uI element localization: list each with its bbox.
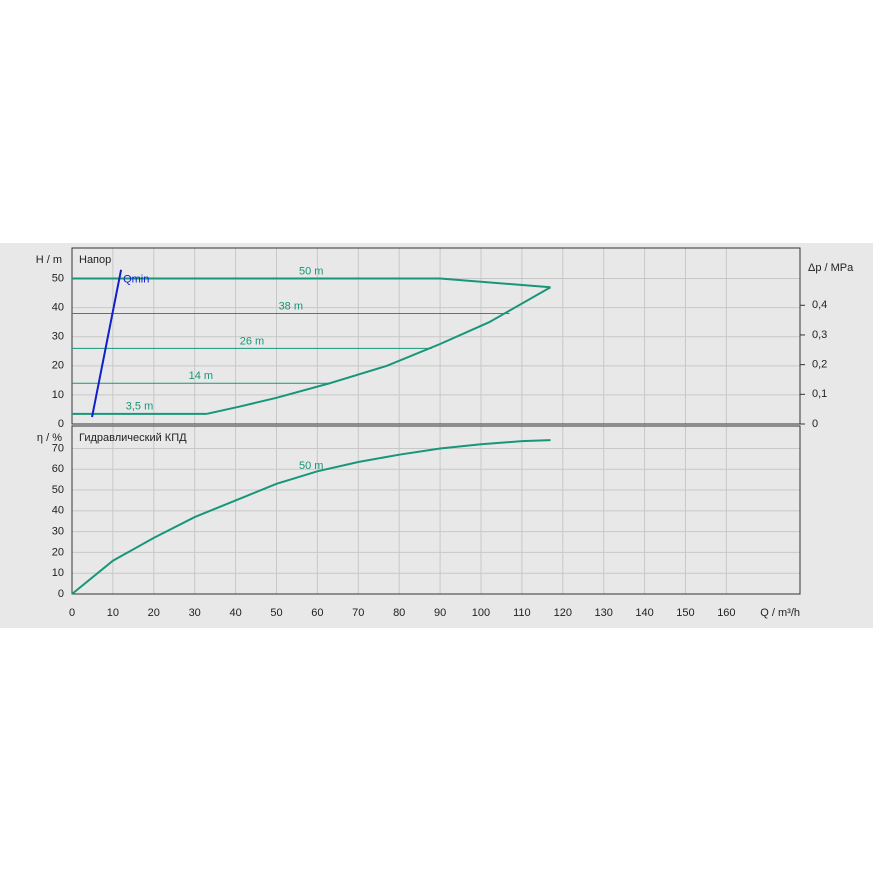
plot-area	[72, 426, 800, 594]
y-tick-label: 40	[52, 302, 64, 314]
y2-tick-label: 0,4	[812, 299, 827, 311]
chart-title: Напор	[79, 254, 111, 266]
curve-label: 38 m	[279, 300, 303, 312]
curve-label: 3,5 m	[126, 401, 154, 413]
x-axis-label: Q / m³/h	[760, 607, 800, 619]
x-tick-label: 20	[148, 607, 160, 619]
curve	[71, 439, 551, 595]
x-tick-label: 10	[107, 607, 119, 619]
x-tick-label: 120	[554, 607, 572, 619]
plot-border	[71, 425, 801, 595]
x-tick-label: 50	[270, 607, 282, 619]
y-tick-label: 0	[58, 418, 64, 430]
y-tick-label: 60	[52, 463, 64, 475]
y2-tick-label: 0,2	[812, 359, 827, 371]
x-tick-label: 30	[189, 607, 201, 619]
x-tick-label: 70	[352, 607, 364, 619]
y-tick-label: 20	[52, 546, 64, 558]
x-tick-label: 60	[311, 607, 323, 619]
x-tick-label: 80	[393, 607, 405, 619]
y-tick-label: 50	[52, 484, 64, 496]
y2-tick-label: 0,3	[812, 329, 827, 341]
y2-axis-label: Δp / MPa	[808, 262, 854, 274]
y-tick-label: 20	[52, 360, 64, 372]
curve-label: 50 m	[299, 460, 323, 472]
y-tick-label: 50	[52, 272, 64, 284]
curve	[91, 269, 123, 418]
x-tick-label: 0	[69, 607, 75, 619]
chart-title: Гидравлический КПД	[79, 432, 187, 444]
x-tick-label: 140	[635, 607, 653, 619]
curve-label: 50 m	[299, 265, 323, 277]
y-tick-label: 10	[52, 389, 64, 401]
curve	[72, 277, 551, 289]
curve-label: 26 m	[240, 335, 264, 347]
x-tick-label: 100	[472, 607, 490, 619]
x-tick-label: 160	[717, 607, 735, 619]
y-tick-label: 40	[52, 505, 64, 517]
curve	[206, 286, 552, 415]
x-tick-label: 150	[676, 607, 694, 619]
curve-label: Qmin	[123, 274, 149, 286]
curve-label: 14 m	[189, 370, 213, 382]
y-axis-label: η / %	[37, 432, 62, 444]
x-tick-label: 110	[513, 607, 531, 619]
x-tick-label: 90	[434, 607, 446, 619]
x-tick-label: 130	[595, 607, 613, 619]
y-tick-label: 70	[52, 442, 64, 454]
y2-tick-label: 0,1	[812, 388, 827, 400]
y-tick-label: 30	[52, 331, 64, 343]
plot-border	[71, 247, 801, 425]
plot-area	[72, 248, 800, 424]
y2-tick-label: 0	[812, 418, 818, 430]
y-axis-label: H / m	[36, 254, 62, 266]
y-tick-label: 0	[58, 588, 64, 600]
y-tick-label: 30	[52, 526, 64, 538]
x-tick-label: 40	[229, 607, 241, 619]
y-tick-label: 10	[52, 567, 64, 579]
